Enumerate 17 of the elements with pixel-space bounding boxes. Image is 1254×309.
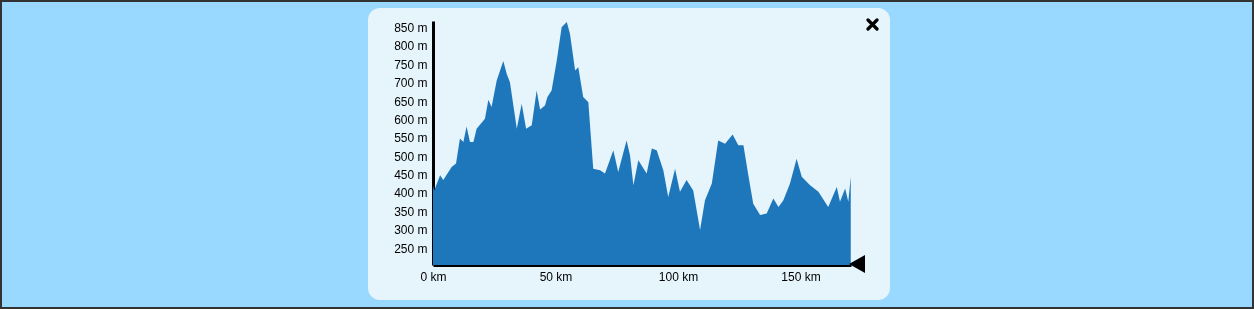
x-tick-label: 50 km [539, 269, 573, 284]
y-tick-label: 350 m [394, 204, 428, 219]
y-tick-label: 650 m [394, 94, 428, 109]
x-tick-label: 0 km [420, 269, 447, 284]
y-tick-label: 800 m [394, 39, 428, 54]
y-tick-label: 600 m [394, 112, 428, 127]
y-tick-label: 450 m [394, 168, 428, 183]
x-tick-label: 150 km [781, 269, 821, 284]
y-tick-label: 250 m [394, 241, 428, 256]
x-tick-label: 100 km [658, 269, 699, 284]
y-tick-label: 700 m [394, 76, 428, 91]
y-tick-label: 550 m [394, 131, 428, 146]
y-tick-label: 400 m [394, 186, 428, 201]
y-tick-label: 500 m [394, 149, 428, 164]
y-tick-label: 750 m [394, 57, 428, 72]
y-tick-label: 300 m [394, 223, 428, 238]
y-tick-label: 850 m [394, 21, 428, 36]
